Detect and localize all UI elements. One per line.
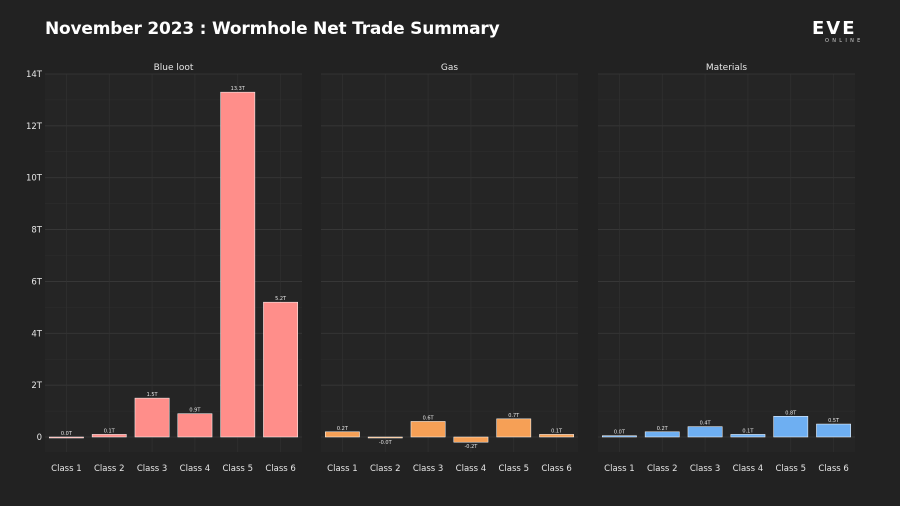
data-label: 0.7T: [508, 413, 520, 419]
bar: [367, 436, 403, 439]
facet-title: Materials: [706, 63, 748, 73]
bar: [730, 434, 766, 438]
data-label: -0.2T: [465, 444, 479, 450]
data-label: 1.5T: [147, 392, 159, 398]
y-tick-label: 0: [37, 433, 42, 443]
data-label: -0.0T: [379, 440, 393, 446]
bar: [602, 435, 637, 438]
x-tick-label: Class 2: [94, 464, 124, 474]
y-tick-label: 2T: [31, 381, 42, 391]
x-tick-label: Class 6: [818, 464, 848, 474]
x-tick-label: Class 5: [499, 464, 529, 474]
x-tick-label: Class 3: [137, 464, 167, 474]
bar: [410, 421, 446, 438]
data-label: 13.3T: [231, 86, 246, 92]
panel-background: [45, 74, 302, 452]
x-tick-label: Class 2: [647, 464, 677, 474]
x-tick-label: Class 5: [223, 464, 253, 474]
eve-online-logo: EVE ONLINE: [812, 20, 868, 46]
x-tick-label: Class 4: [180, 464, 210, 474]
bar: [496, 418, 532, 438]
bar: [91, 434, 127, 438]
data-label: 0.9T: [189, 408, 201, 414]
x-tick-label: Class 4: [456, 464, 486, 474]
x-tick-label: Class 6: [541, 464, 571, 474]
data-label: 0.0T: [614, 430, 626, 436]
bar: [134, 397, 170, 438]
y-tick-label: 14T: [26, 70, 43, 80]
bar: [325, 431, 360, 438]
y-tick-label: 8T: [31, 226, 42, 236]
x-tick-label: Class 1: [51, 464, 81, 474]
bar: [49, 436, 84, 439]
facet-title: Gas: [441, 63, 458, 73]
bar: [773, 416, 809, 438]
bar: [220, 91, 256, 438]
y-tick-label: 10T: [26, 174, 43, 184]
data-label: 0.1T: [742, 428, 754, 434]
x-tick-label: Class 4: [733, 464, 763, 474]
bar: [687, 426, 723, 438]
data-label: 0.5T: [828, 418, 840, 424]
panel-background: [321, 74, 578, 452]
bar: [539, 434, 574, 438]
data-label: 0.1T: [551, 428, 563, 434]
y-tick-label: 6T: [31, 277, 42, 287]
y-tick-label: 4T: [31, 329, 42, 339]
y-tick-label: 12T: [26, 122, 43, 132]
bar: [177, 413, 213, 438]
data-label: 0.0T: [61, 431, 73, 437]
data-label: 0.2T: [337, 426, 349, 432]
x-tick-label: Class 2: [370, 464, 400, 474]
logo-main-text: EVE: [812, 18, 857, 39]
data-label: 0.4T: [700, 421, 712, 427]
x-tick-label: Class 5: [776, 464, 806, 474]
bar: [453, 436, 489, 443]
x-tick-label: Class 6: [265, 464, 295, 474]
x-tick-label: Class 1: [604, 464, 634, 474]
data-label: 0.8T: [785, 410, 797, 416]
data-label: 5.2T: [275, 296, 287, 302]
page-title: November 2023 : Wormhole Net Trade Summa…: [45, 19, 500, 39]
x-tick-label: Class 3: [413, 464, 443, 474]
x-tick-label: Class 3: [690, 464, 720, 474]
facet-title: Blue loot: [154, 63, 194, 73]
data-label: 0.6T: [423, 415, 435, 421]
bar: [263, 301, 298, 438]
panel-background: [598, 74, 855, 452]
x-tick-label: Class 1: [327, 464, 357, 474]
bar: [644, 431, 680, 438]
bar: [816, 423, 851, 438]
data-label: 0.1T: [104, 428, 116, 434]
logo-sub-text: ONLINE: [825, 38, 864, 44]
data-label: 0.2T: [657, 426, 669, 432]
